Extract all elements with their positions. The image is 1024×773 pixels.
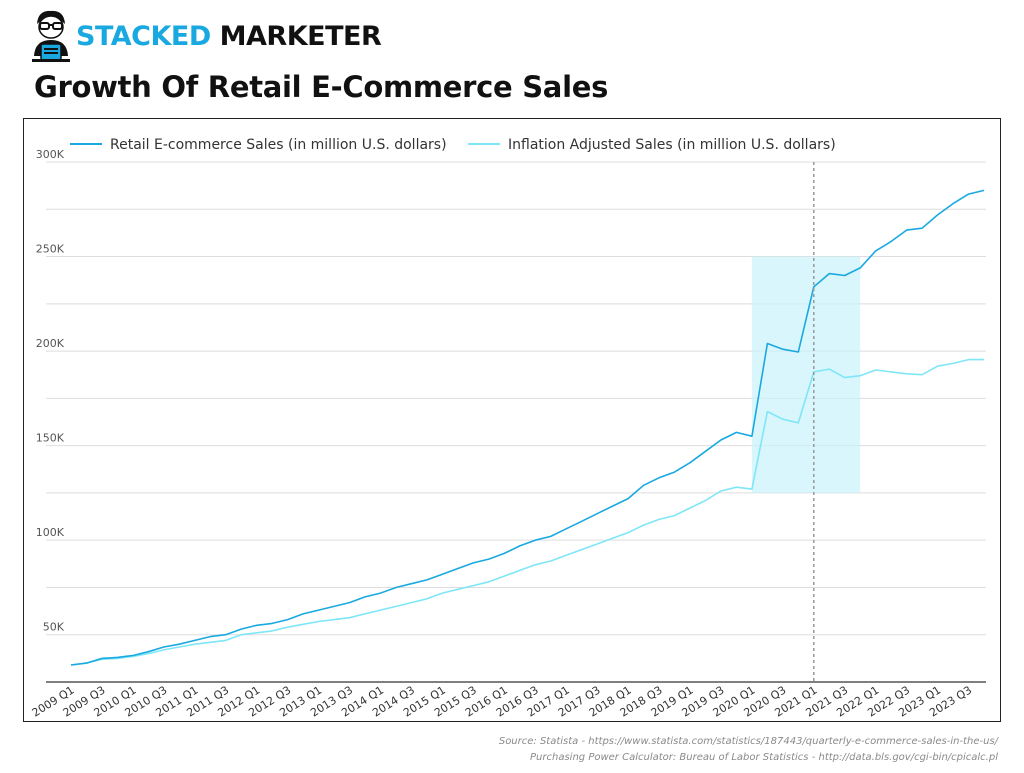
y-tick-label: 250K [36,243,65,256]
legend-label-1: Retail E-commerce Sales (in million U.S.… [110,137,447,153]
y-tick-label: 300K [36,148,65,161]
y-tick-label: 200K [36,337,65,350]
brand-logo: STACKED MARKETER [28,6,382,66]
source-note: Source: Statista - https://www.statista.… [499,734,998,766]
chart-frame: 50K 100K 150K 200K 250K 300K 2009 Q1 2009 Q3 201… [23,118,1001,722]
brand-name-secondary: MARKETER [219,20,382,52]
y-tick-label: 100K [36,526,65,539]
y-tick-label: 50K [43,621,65,634]
series-line-2 [70,358,984,666]
y-tick-label: 150K [36,432,65,445]
series-line-1 [70,189,985,666]
brand-name-primary: STACKED [76,20,211,52]
source-line-statista: Source: Statista - https://www.statista.… [498,736,998,747]
page-title: Growth Of Retail E-Commerce Sales [34,70,609,104]
mascot-icon [32,10,70,62]
legend-label-2: Inflation Adjusted Sales (in million U.S… [508,137,836,153]
source-line-bls: Purchasing Power Calculator: Bureau of L… [530,752,998,763]
highlight-region [751,256,861,493]
